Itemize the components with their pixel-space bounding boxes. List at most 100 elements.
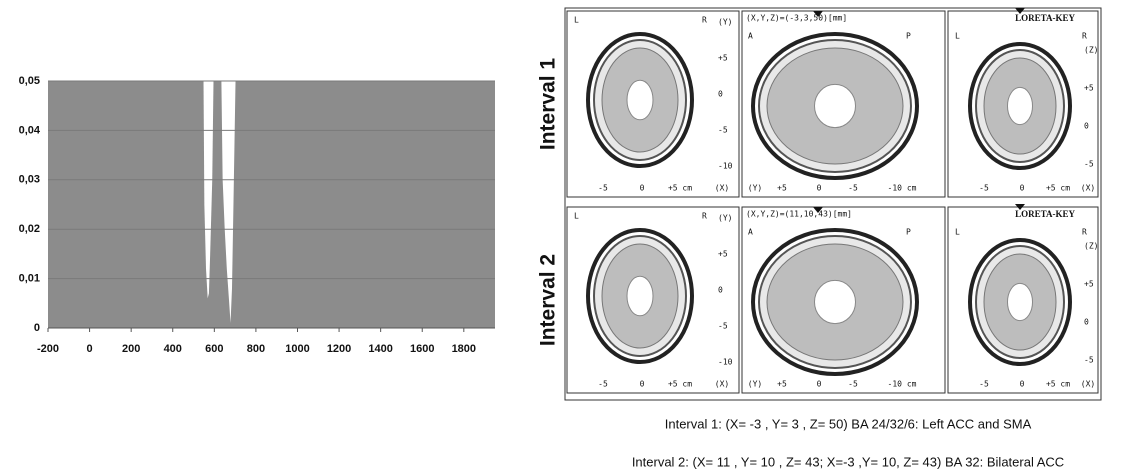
axis-label: +5 — [777, 380, 787, 389]
axis-label: -5 — [598, 184, 608, 193]
x-tick-label: 600 — [205, 343, 223, 355]
axis-label: -5 — [718, 322, 728, 331]
axis-label: (X) — [1081, 184, 1095, 193]
axis-label: (X) — [715, 184, 729, 193]
axis-label: 0 — [1084, 318, 1089, 327]
panel-label: R — [702, 16, 707, 25]
panel — [566, 206, 740, 394]
panel-label: P — [906, 32, 911, 41]
key: LORETA-KEY — [1015, 13, 1075, 23]
axis-label: (Z) — [1084, 242, 1098, 251]
axis-label: 0 — [640, 184, 645, 193]
panel-label: L — [955, 228, 960, 237]
plot-background — [48, 81, 495, 328]
axis-label: 0 — [640, 380, 645, 389]
axis-label: +5 cm — [1046, 184, 1070, 193]
axis-label: -10 — [718, 162, 733, 171]
y-tick-label: 0,01 — [19, 273, 40, 285]
axis-label: -5 — [979, 380, 989, 389]
axis-label: 0 — [718, 90, 723, 99]
axis-label: 0 — [817, 184, 822, 193]
brain-frame — [564, 7, 1102, 401]
axis-label: (X) — [715, 380, 729, 389]
ventricle — [626, 79, 654, 121]
interval-label: Interval 2 — [537, 254, 560, 346]
axis-label: 0 — [1020, 184, 1025, 193]
significance-region — [221, 81, 236, 324]
axis-label: +5 — [718, 250, 728, 259]
axis-label: (Y) — [718, 18, 732, 27]
panel — [566, 10, 740, 198]
interval-label: Interval 1 — [537, 58, 560, 151]
axis-label: 0 — [718, 286, 723, 295]
coords: (X,Y,Z)=(-3,3,50)[mm] — [746, 14, 847, 23]
ventricle — [814, 279, 856, 325]
y-tick-label: 0,02 — [19, 223, 40, 235]
axis-label: (Y) — [718, 214, 732, 223]
x-tick-label: 1200 — [327, 343, 351, 355]
panel-label: L — [574, 212, 579, 221]
panel-label: R — [1082, 228, 1087, 237]
panel-label: R — [1082, 32, 1087, 41]
panel-label: L — [955, 32, 960, 41]
axis-label: +5 — [777, 184, 787, 193]
ventricle — [1007, 282, 1033, 322]
y-tick-label: 0,05 — [19, 75, 40, 87]
panel-label: A — [748, 228, 753, 237]
axis-label: 0 — [1084, 122, 1089, 131]
ventricle — [1007, 86, 1033, 126]
axis-label: (Z) — [1084, 46, 1098, 55]
panel-label: R — [702, 212, 707, 221]
axis-label: +5 — [718, 54, 728, 63]
axis-label: +5 — [1084, 84, 1094, 93]
panel — [947, 206, 1099, 394]
panel-label: P — [906, 228, 911, 237]
axis-label: -10 — [718, 358, 733, 367]
significance-region — [203, 81, 214, 299]
axis-label: -5 — [848, 380, 858, 389]
axis-label: +5 — [1084, 280, 1094, 289]
x-tick-label: 1400 — [368, 343, 392, 355]
panel — [741, 206, 946, 394]
x-tick-label: 0 — [87, 343, 93, 355]
axis-label: -5 — [979, 184, 989, 193]
axis-label: (X) — [1081, 380, 1095, 389]
panel — [947, 10, 1099, 198]
x-tick-label: 1600 — [410, 343, 434, 355]
x-tick-label: 800 — [247, 343, 265, 355]
y-tick-label: 0,03 — [19, 174, 40, 186]
axis-label: (Y) — [748, 380, 762, 389]
axis-label: -5 — [1084, 356, 1094, 365]
panel-label: L — [574, 16, 579, 25]
marker — [813, 11, 823, 17]
x-tick-label: 400 — [164, 343, 182, 355]
y-tick-label: 0 — [34, 322, 40, 334]
x-tick-label: 200 — [122, 343, 140, 355]
x-tick-label: 1800 — [452, 343, 476, 355]
coords: (X,Y,Z)=(11,10,43)[mm] — [746, 210, 852, 219]
panel — [741, 10, 946, 198]
axis-label: +5 cm — [1046, 380, 1070, 389]
axis-label: +5 cm — [668, 380, 692, 389]
y-tick-label: 0,04 — [19, 124, 41, 136]
axis-label: 0 — [1020, 380, 1025, 389]
caption: Interval 2: (X= 11 , Y= 10 , Z= 43; X=-3… — [632, 454, 1064, 469]
panel-label: A — [748, 32, 753, 41]
axis-label: -5 — [848, 184, 858, 193]
marker — [1015, 8, 1025, 14]
axis-label: -5 — [598, 380, 608, 389]
x-tick-label: -200 — [37, 343, 59, 355]
axis-label: -10 cm — [888, 184, 917, 193]
axis-label: -10 cm — [888, 380, 917, 389]
axis-label: +5 cm — [668, 184, 692, 193]
axis-label: -5 — [1084, 160, 1094, 169]
caption: Interval 1: (X= -3 , Y= 3 , Z= 50) BA 24… — [665, 416, 1032, 431]
marker — [813, 207, 823, 213]
ventricle — [626, 275, 654, 317]
ventricle — [814, 83, 856, 129]
axis-label: -5 — [718, 126, 728, 135]
x-tick-label: 1000 — [285, 343, 309, 355]
marker — [1015, 204, 1025, 210]
key: LORETA-KEY — [1015, 209, 1075, 219]
